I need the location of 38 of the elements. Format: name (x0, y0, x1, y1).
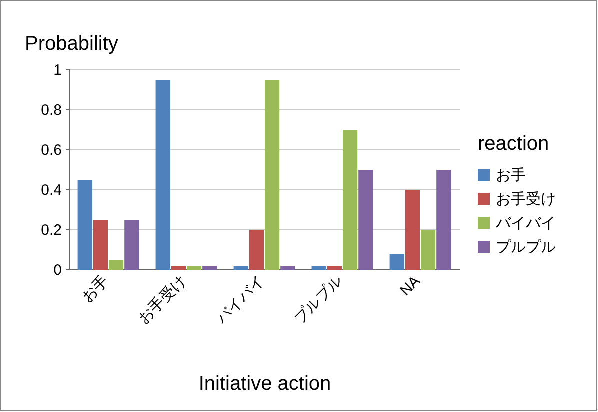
x-tick-label: バイバイ (212, 272, 268, 328)
bar (436, 170, 452, 270)
bar (93, 220, 108, 270)
x-tick-label: NA (397, 272, 424, 300)
y-tick-label: 0.8 (41, 102, 62, 119)
bar (202, 266, 218, 270)
bar (124, 220, 140, 270)
bar (109, 260, 124, 270)
bar (312, 266, 326, 270)
bar (187, 266, 202, 270)
bar (327, 266, 342, 270)
legend-label: お手受け (496, 191, 556, 208)
bar (421, 230, 436, 270)
legend-label: バイバイ (495, 215, 556, 232)
bar (390, 254, 404, 270)
legend-title: reaction (478, 133, 550, 155)
bar (249, 230, 264, 270)
y-tick-label: 0.6 (41, 142, 62, 159)
y-tick-label: 0.2 (41, 222, 62, 239)
legend-label: お手 (496, 167, 526, 184)
bar (78, 180, 92, 270)
bar (405, 190, 420, 270)
bar (171, 266, 186, 270)
bar (280, 266, 296, 270)
bar (343, 130, 358, 270)
x-tick-label: お手 (78, 272, 112, 306)
legend-label: プルプル (496, 239, 556, 256)
y-tick-label: 0.4 (41, 182, 62, 199)
x-axis-title: Initiative action (198, 373, 332, 395)
bar (234, 266, 248, 270)
y-tick-label: 0 (54, 262, 62, 279)
y-axis-title: Probability (25, 33, 118, 55)
bar (156, 80, 170, 270)
x-tick-label: プルプル (291, 272, 346, 328)
y-tick-label: 1 (54, 62, 62, 79)
bar (358, 170, 374, 270)
x-tick-label: お手受け (135, 272, 190, 328)
bar (265, 80, 280, 270)
